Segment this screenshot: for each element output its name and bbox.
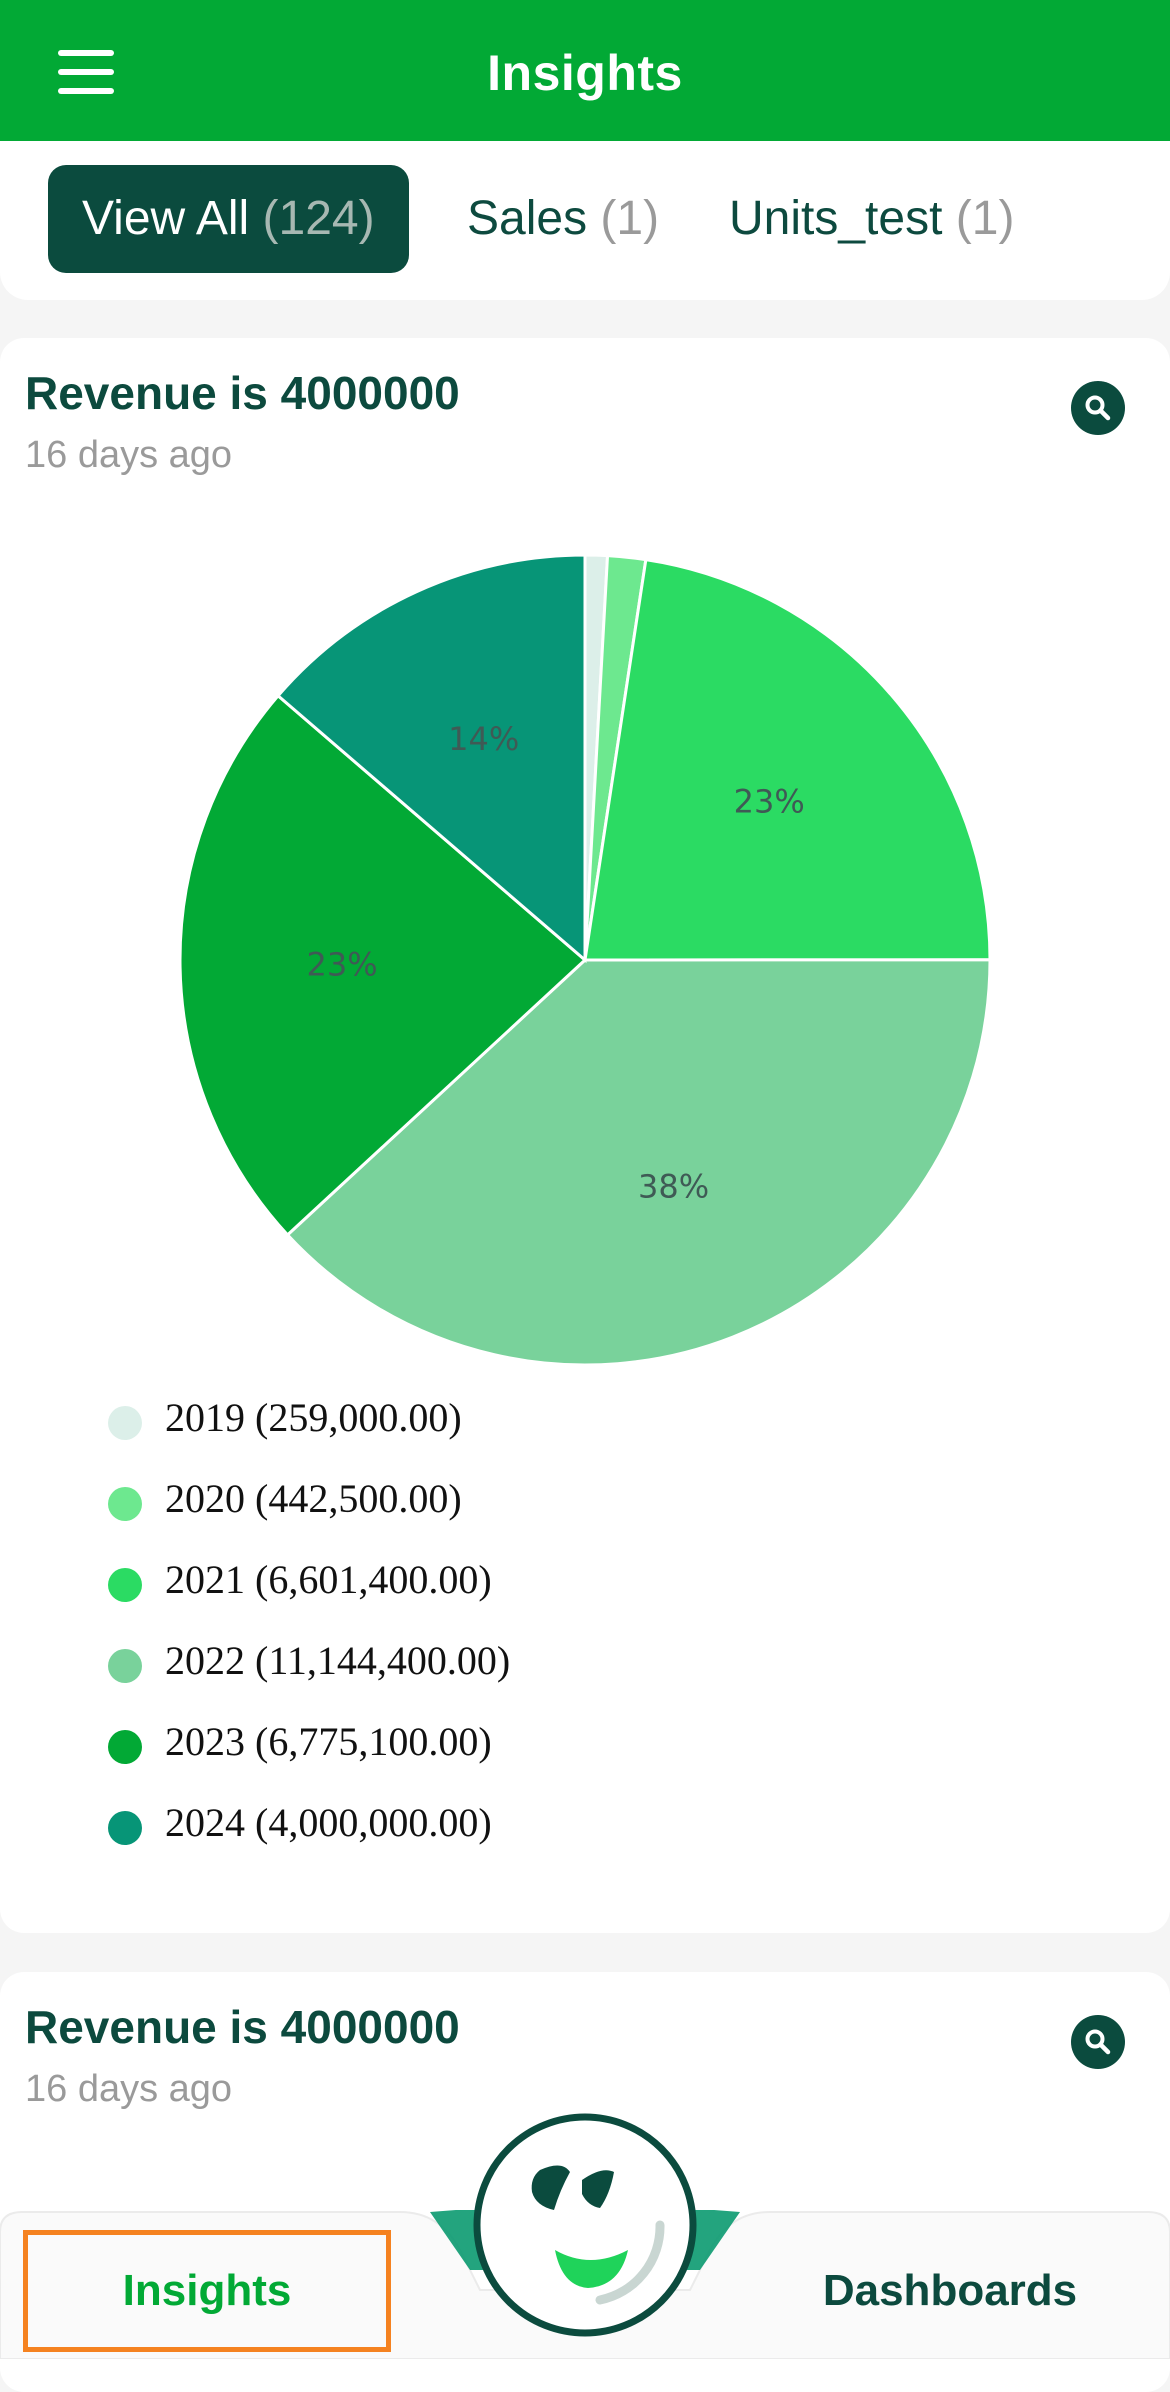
legend-label: 2019 (259,000.00) bbox=[165, 1395, 462, 1440]
legend-swatch bbox=[108, 1649, 142, 1683]
legend-label: 2024 (4,000,000.00) bbox=[165, 1800, 492, 1845]
tab-label: Sales bbox=[467, 192, 588, 245]
tab-label: Units_test bbox=[729, 192, 943, 245]
card-timestamp: 16 days ago bbox=[25, 434, 233, 476]
legend-label: 2020 (442,500.00) bbox=[165, 1476, 462, 1521]
legend-label: 2022 (11,144,400.00) bbox=[165, 1638, 511, 1683]
insight-card[interactable]: Revenue is 4000000 16 days ago 23% 38% 23%… bbox=[0, 338, 1170, 1933]
pie-slice-2023[interactable] bbox=[178, 693, 588, 1237]
legend-swatch bbox=[108, 1406, 142, 1440]
pie-slice-label-2021: 23% bbox=[734, 783, 805, 821]
legend-swatch bbox=[108, 1730, 142, 1764]
top-app-bar: Insights bbox=[0, 0, 1170, 141]
pie-slice-label-2024: 14% bbox=[448, 720, 519, 758]
legend-swatch bbox=[108, 1811, 142, 1845]
smiley-logo-icon[interactable] bbox=[470, 2110, 700, 2340]
tab-count: (1) bbox=[955, 192, 1015, 245]
tab-view-all[interactable]: View All (124) bbox=[48, 165, 409, 273]
legend-swatch bbox=[108, 1487, 142, 1521]
pie-slice-label-2023: 23% bbox=[306, 945, 377, 983]
tab-units-test[interactable]: Units_test (1) bbox=[695, 165, 1048, 273]
card-title: Revenue is 4000000 bbox=[25, 367, 460, 419]
card-timestamp: 16 days ago bbox=[25, 2068, 233, 2110]
pie-slice-2022[interactable] bbox=[285, 958, 992, 1367]
tab-label: View All bbox=[82, 192, 250, 245]
card-title: Revenue is 4000000 bbox=[25, 2001, 460, 2053]
pie-slice-label-2022: 38% bbox=[638, 1167, 709, 1205]
tab-sales[interactable]: Sales (1) bbox=[433, 165, 693, 273]
legend-label: 2023 (6,775,100.00) bbox=[165, 1719, 492, 1764]
pie-slice-2021[interactable] bbox=[583, 557, 992, 962]
legend-swatch bbox=[108, 1568, 142, 1602]
legend-label: 2021 (6,601,400.00) bbox=[165, 1557, 492, 1602]
tab-count: (1) bbox=[600, 192, 660, 245]
search-icon[interactable] bbox=[1071, 2015, 1125, 2069]
nav-insights-button[interactable]: Insights bbox=[23, 2230, 391, 2352]
page-title: Insights bbox=[487, 45, 683, 101]
filter-tabs: View All (124) Sales (1) Units_test (1) bbox=[0, 141, 1170, 300]
pie-slice-2024[interactable] bbox=[275, 553, 587, 964]
revenue-pie-chart: 23% 38% 23% 14% bbox=[178, 553, 992, 1367]
nav-dashboards-button[interactable]: Dashboards bbox=[822, 2266, 1078, 2315]
hamburger-menu-icon[interactable] bbox=[58, 50, 114, 94]
search-icon[interactable] bbox=[1071, 381, 1125, 435]
tab-count: (124) bbox=[262, 192, 375, 245]
